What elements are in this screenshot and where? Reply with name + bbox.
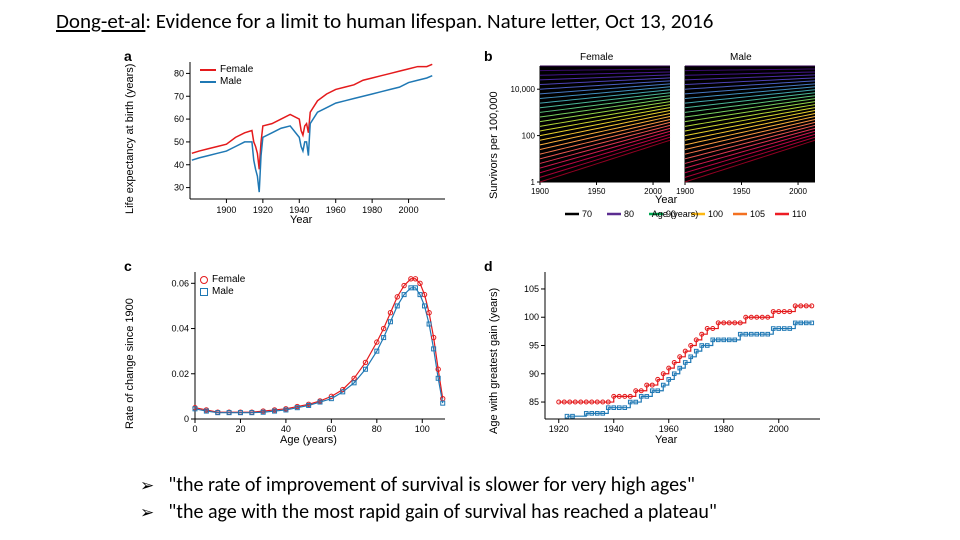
svg-text:100: 100 [415,424,430,434]
svg-text:85: 85 [529,397,539,407]
svg-text:80: 80 [372,424,382,434]
svg-text:60: 60 [326,424,336,434]
panel-c-label: c [124,258,132,274]
legend-label: Male [212,286,234,297]
svg-text:1: 1 [531,178,536,187]
svg-text:1960: 1960 [659,424,679,434]
panel-d: d 19201940196019802000859095100105 Age w… [510,264,830,444]
panel-b-subtitle-male: Male [730,52,752,63]
panel-c-ylabel: Rate of change since 1900 [124,298,136,429]
panel-a-ylabel: Life expectancy at birth (years) [124,64,136,214]
svg-text:1950: 1950 [588,187,606,196]
svg-text:40: 40 [174,160,184,170]
panel-c-legend-female: Female [200,274,245,285]
svg-text:1960: 1960 [326,205,346,215]
panel-b-age-legend: Age (years) [520,209,830,219]
svg-text:1920: 1920 [549,424,569,434]
svg-text:1950: 1950 [733,187,751,196]
slide-title: Dong-et-al: Evidence for a limit to huma… [56,8,713,34]
svg-text:10,000: 10,000 [511,85,536,94]
svg-text:105: 105 [524,284,539,294]
svg-text:2000: 2000 [789,187,807,196]
panel-b: b 190019502000110010,0001900195020007080… [510,54,830,224]
figure-area: a 190019201940196019802000304050607080 L… [110,44,850,464]
panel-d-label: d [484,258,493,274]
panel-a: a 190019201940196019802000304050607080 L… [150,54,450,224]
svg-text:90: 90 [529,369,539,379]
svg-text:1980: 1980 [714,424,734,434]
bullet-row: ➢ "the age with the most rapid gain of s… [140,499,717,526]
bullet-text: "the rate of improvement of survival is … [168,472,695,499]
svg-text:0: 0 [192,424,197,434]
svg-text:1900: 1900 [531,187,549,196]
panel-b-subtitle-female: Female [580,52,613,63]
legend-label: Female [220,64,253,75]
svg-text:0: 0 [184,414,189,424]
svg-text:100: 100 [524,312,539,322]
svg-text:0.06: 0.06 [171,278,189,288]
panel-c: c 02040608010000.020.040.06 Rate of chan… [150,264,450,444]
svg-text:50: 50 [174,137,184,147]
svg-text:1940: 1940 [604,424,624,434]
svg-text:2000: 2000 [399,205,419,215]
panel-d-xlabel: Year [655,434,677,446]
panel-b-ylabel: Survivors per 100,000 [488,91,500,199]
svg-text:1920: 1920 [253,205,273,215]
panel-a-label: a [124,48,132,64]
panel-c-xlabel: Age (years) [280,434,337,446]
legend-swatch [200,69,216,71]
legend-marker [200,288,208,296]
panel-a-legend-female: Female [200,64,253,75]
svg-text:60: 60 [174,114,184,124]
panel-b-xlabel: Year [655,194,677,206]
svg-text:1900: 1900 [676,187,694,196]
bullet-text: "the age with the most rapid gain of sur… [168,499,717,526]
arrow-icon: ➢ [140,475,154,498]
panel-a-svg: 190019201940196019802000304050607080 [150,54,450,224]
panel-a-legend-male: Male [200,76,242,87]
legend-age-label: Age (years) [652,209,699,219]
title-rest: : Evidence for a limit to human lifespan… [145,8,713,34]
title-source: Dong-et-al [56,8,145,34]
panel-b-label: b [484,48,493,64]
svg-text:1980: 1980 [362,205,382,215]
svg-text:30: 30 [174,183,184,193]
panel-c-svg: 0 20 40 60 80 100 0 0.02 0.04 0.06 [150,264,450,444]
panel-d-ylabel: Age with greatest gain (years) [488,288,500,434]
legend-swatch [200,81,216,83]
svg-text:0.04: 0.04 [171,324,189,334]
svg-text:2000: 2000 [769,424,789,434]
svg-text:70: 70 [174,91,184,101]
bullet-list: ➢ "the rate of improvement of survival i… [140,472,717,526]
svg-text:95: 95 [529,341,539,351]
panel-a-xlabel: Year [290,214,312,226]
svg-text:0.02: 0.02 [171,369,189,379]
svg-text:80: 80 [174,68,184,78]
legend-marker [200,276,208,284]
panel-c-legend-male: Male [200,286,234,297]
legend-label: Female [212,274,245,285]
svg-text:100: 100 [522,132,536,141]
legend-label: Male [220,76,242,87]
bullet-row: ➢ "the rate of improvement of survival i… [140,472,717,499]
svg-text:20: 20 [235,424,245,434]
panel-d-svg: 1920 1940 1960 1980 2000 85 90 95 100 105 [510,264,830,444]
arrow-icon: ➢ [140,502,154,525]
svg-text:40: 40 [281,424,291,434]
svg-text:1900: 1900 [216,205,236,215]
